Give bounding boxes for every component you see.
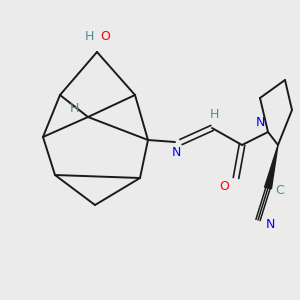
Text: O: O (219, 179, 229, 193)
Text: N: N (171, 146, 181, 158)
Text: H: H (209, 107, 219, 121)
Text: N: N (265, 218, 275, 230)
Text: C: C (276, 184, 284, 196)
Text: H: H (84, 29, 94, 43)
Text: O: O (100, 29, 110, 43)
Text: N: N (255, 116, 265, 128)
Text: H: H (69, 103, 79, 116)
Polygon shape (265, 145, 278, 189)
